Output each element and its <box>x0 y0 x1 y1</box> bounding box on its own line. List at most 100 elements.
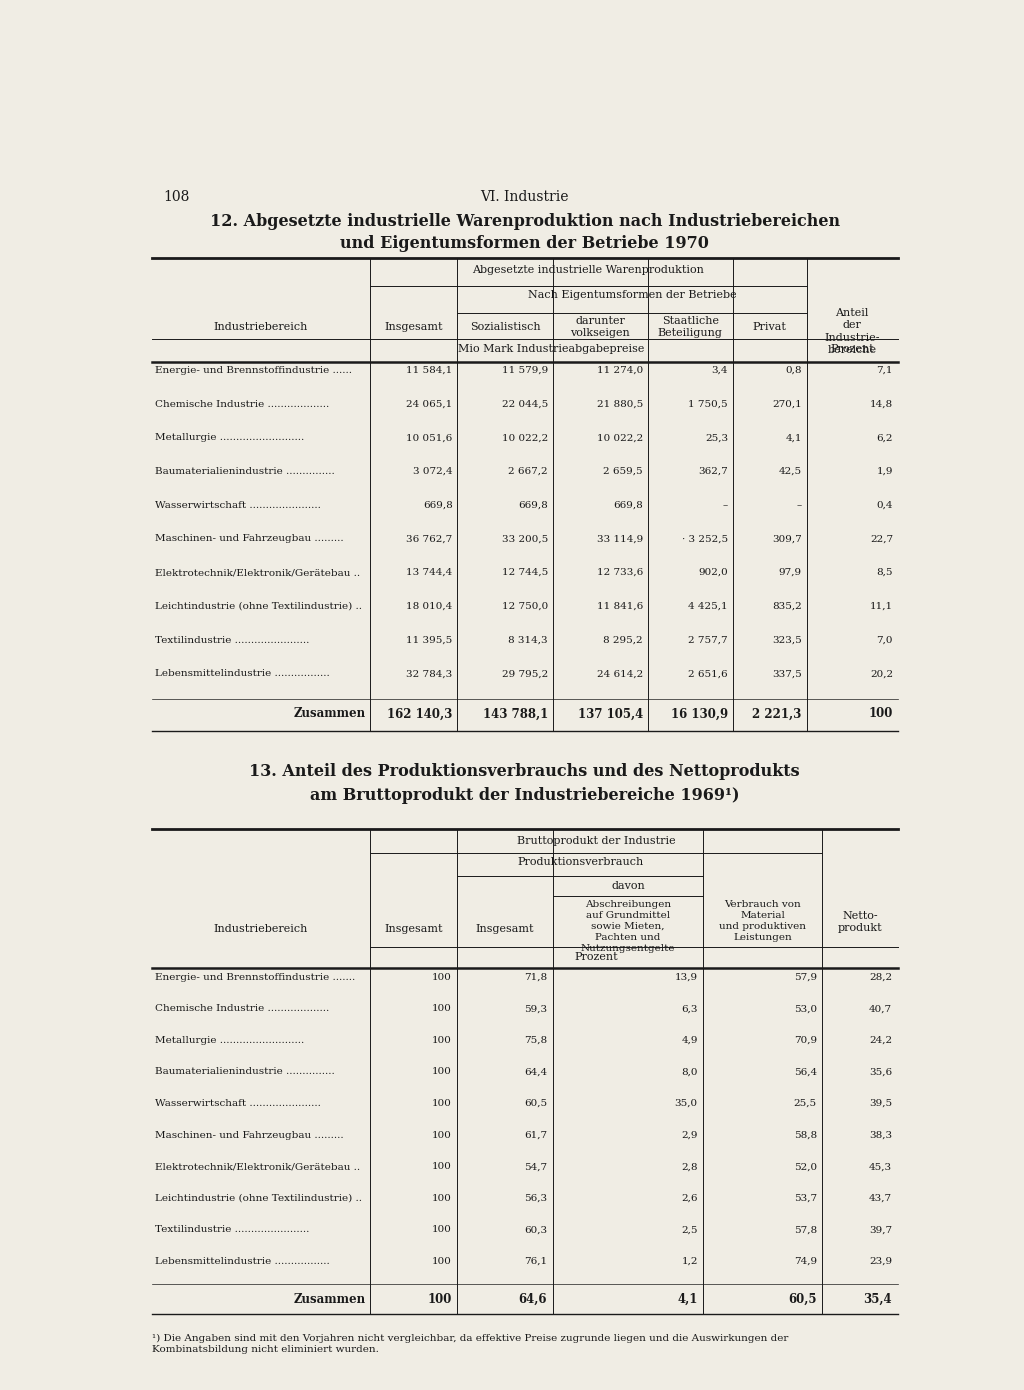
Text: Leichtindustrie (ohne Textilindustrie) ..: Leichtindustrie (ohne Textilindustrie) .… <box>155 1194 361 1202</box>
Text: 162 140,3: 162 140,3 <box>387 708 453 720</box>
Text: 1,9: 1,9 <box>877 467 893 475</box>
Text: Lebensmittelindustrie .................: Lebensmittelindustrie ................. <box>155 1257 330 1266</box>
Text: 100: 100 <box>432 1162 452 1172</box>
Text: 35,4: 35,4 <box>863 1293 892 1305</box>
Text: 24 614,2: 24 614,2 <box>597 670 643 678</box>
Text: 18 010,4: 18 010,4 <box>407 602 453 610</box>
Text: Textilindustrie .......................: Textilindustrie ....................... <box>155 635 309 645</box>
Text: Energie- und Brennstoffindustrie .......: Energie- und Brennstoffindustrie ....... <box>155 973 355 981</box>
Text: 10 022,2: 10 022,2 <box>597 434 643 442</box>
Text: 2 221,3: 2 221,3 <box>753 708 802 720</box>
Text: Industriebereich: Industriebereich <box>214 322 308 332</box>
Text: 2 757,7: 2 757,7 <box>688 635 728 645</box>
Text: Mio Mark Industrieabgabepreise: Mio Mark Industrieabgabepreise <box>458 345 644 354</box>
Text: Nach Eigentumsformen der Betriebe: Nach Eigentumsformen der Betriebe <box>527 291 736 300</box>
Text: 12. Abgesetzte industrielle Warenproduktion nach Industriebereichen: 12. Abgesetzte industrielle Warenprodukt… <box>210 213 840 229</box>
Text: 36 762,7: 36 762,7 <box>407 534 453 543</box>
Text: Elektrotechnik/Elektronik/Gerätebau ..: Elektrotechnik/Elektronik/Gerätebau .. <box>155 569 360 577</box>
Text: 11 579,9: 11 579,9 <box>502 366 548 375</box>
Text: 32 784,3: 32 784,3 <box>407 670 453 678</box>
Text: · 3 252,5: · 3 252,5 <box>682 534 728 543</box>
Text: Insgesamt: Insgesamt <box>384 322 443 332</box>
Text: 75,8: 75,8 <box>524 1036 547 1045</box>
Text: 8,5: 8,5 <box>877 569 893 577</box>
Text: 71,8: 71,8 <box>524 973 547 981</box>
Text: und Eigentumsformen der Betriebe 1970: und Eigentumsformen der Betriebe 1970 <box>340 235 710 253</box>
Text: 669,8: 669,8 <box>613 500 643 510</box>
Text: Chemische Industrie ...................: Chemische Industrie ................... <box>155 1005 330 1013</box>
Text: ¹) Die Angaben sind mit den Vorjahren nicht vergleichbar, da effektive Preise zu: ¹) Die Angaben sind mit den Vorjahren ni… <box>152 1333 788 1354</box>
Text: 35,6: 35,6 <box>869 1068 892 1076</box>
Text: 14,8: 14,8 <box>870 399 893 409</box>
Text: Baumaterialienindustrie ...............: Baumaterialienindustrie ............... <box>155 467 335 475</box>
Text: 100: 100 <box>432 1099 452 1108</box>
Text: davon: davon <box>611 881 645 891</box>
Text: Textilindustrie .......................: Textilindustrie ....................... <box>155 1226 309 1234</box>
Text: Abgesetzte industrielle Warenproduktion: Abgesetzte industrielle Warenproduktion <box>472 265 705 275</box>
Text: 2 667,2: 2 667,2 <box>508 467 548 475</box>
Text: 33 200,5: 33 200,5 <box>502 534 548 543</box>
Text: Anteil
der
Industrie-
bereiche: Anteil der Industrie- bereiche <box>824 309 880 356</box>
Text: 2,6: 2,6 <box>681 1194 697 1202</box>
Text: Zusammen: Zusammen <box>293 708 366 720</box>
Text: 0,8: 0,8 <box>785 366 802 375</box>
Text: 60,5: 60,5 <box>788 1293 817 1305</box>
Text: 64,6: 64,6 <box>518 1293 547 1305</box>
Text: 7,0: 7,0 <box>877 635 893 645</box>
Text: 270,1: 270,1 <box>772 399 802 409</box>
Text: 10 022,2: 10 022,2 <box>502 434 548 442</box>
Text: 143 788,1: 143 788,1 <box>482 708 548 720</box>
Text: 42,5: 42,5 <box>778 467 802 475</box>
Text: 309,7: 309,7 <box>772 534 802 543</box>
Text: Netto-
produkt: Netto- produkt <box>838 910 883 933</box>
Text: Wasserwirtschaft ......................: Wasserwirtschaft ...................... <box>155 500 321 510</box>
Text: Wasserwirtschaft ......................: Wasserwirtschaft ...................... <box>155 1099 321 1108</box>
Text: Industriebereich: Industriebereich <box>214 923 308 934</box>
Text: Verbrauch von
Material
und produktiven
Leistungen: Verbrauch von Material und produktiven L… <box>720 899 806 942</box>
Text: 2,5: 2,5 <box>681 1226 697 1234</box>
Text: 25,3: 25,3 <box>705 434 728 442</box>
Text: 13 744,4: 13 744,4 <box>407 569 453 577</box>
Text: 669,8: 669,8 <box>518 500 548 510</box>
Text: VI. Industrie: VI. Industrie <box>480 190 569 204</box>
Text: 13,9: 13,9 <box>675 973 697 981</box>
Text: 12 750,0: 12 750,0 <box>502 602 548 610</box>
Text: 100: 100 <box>432 1068 452 1076</box>
Text: Bruttoprodukt der Industrie: Bruttoprodukt der Industrie <box>517 835 676 845</box>
Text: 6,3: 6,3 <box>681 1005 697 1013</box>
Text: Insgesamt: Insgesamt <box>384 923 443 934</box>
Text: –: – <box>797 500 802 510</box>
Text: 100: 100 <box>868 708 893 720</box>
Text: 29 795,2: 29 795,2 <box>502 670 548 678</box>
Text: Metallurgie ..........................: Metallurgie .......................... <box>155 434 304 442</box>
Text: 835,2: 835,2 <box>772 602 802 610</box>
Text: 10 051,6: 10 051,6 <box>407 434 453 442</box>
Text: Elektrotechnik/Elektronik/Gerätebau ..: Elektrotechnik/Elektronik/Gerätebau .. <box>155 1162 360 1172</box>
Text: 13. Anteil des Produktionsverbrauchs und des Nettoprodukts: 13. Anteil des Produktionsverbrauchs und… <box>250 763 800 780</box>
Text: 4,1: 4,1 <box>785 434 802 442</box>
Text: 2,9: 2,9 <box>681 1130 697 1140</box>
Text: 100: 100 <box>432 1194 452 1202</box>
Text: 70,9: 70,9 <box>794 1036 817 1045</box>
Text: 11 841,6: 11 841,6 <box>597 602 643 610</box>
Text: 52,0: 52,0 <box>794 1162 817 1172</box>
Text: 100: 100 <box>432 1226 452 1234</box>
Text: 323,5: 323,5 <box>772 635 802 645</box>
Text: 11 395,5: 11 395,5 <box>407 635 453 645</box>
Text: Leichtindustrie (ohne Textilindustrie) ..: Leichtindustrie (ohne Textilindustrie) .… <box>155 602 361 610</box>
Text: 97,9: 97,9 <box>778 569 802 577</box>
Text: 39,5: 39,5 <box>869 1099 892 1108</box>
Text: Prozent: Prozent <box>574 952 618 962</box>
Text: 53,0: 53,0 <box>794 1005 817 1013</box>
Text: Baumaterialienindustrie ...............: Baumaterialienindustrie ............... <box>155 1068 335 1076</box>
Text: 59,3: 59,3 <box>524 1005 547 1013</box>
Text: 669,8: 669,8 <box>423 500 453 510</box>
Text: 53,7: 53,7 <box>794 1194 817 1202</box>
Text: 1,2: 1,2 <box>681 1257 697 1266</box>
Text: 56,3: 56,3 <box>524 1194 547 1202</box>
Text: Maschinen- und Fahrzeugbau .........: Maschinen- und Fahrzeugbau ......... <box>155 1130 344 1140</box>
Text: darunter
volkseigen: darunter volkseigen <box>570 316 630 338</box>
Text: 3,4: 3,4 <box>712 366 728 375</box>
Text: 8,0: 8,0 <box>681 1068 697 1076</box>
Text: 3 072,4: 3 072,4 <box>413 467 453 475</box>
